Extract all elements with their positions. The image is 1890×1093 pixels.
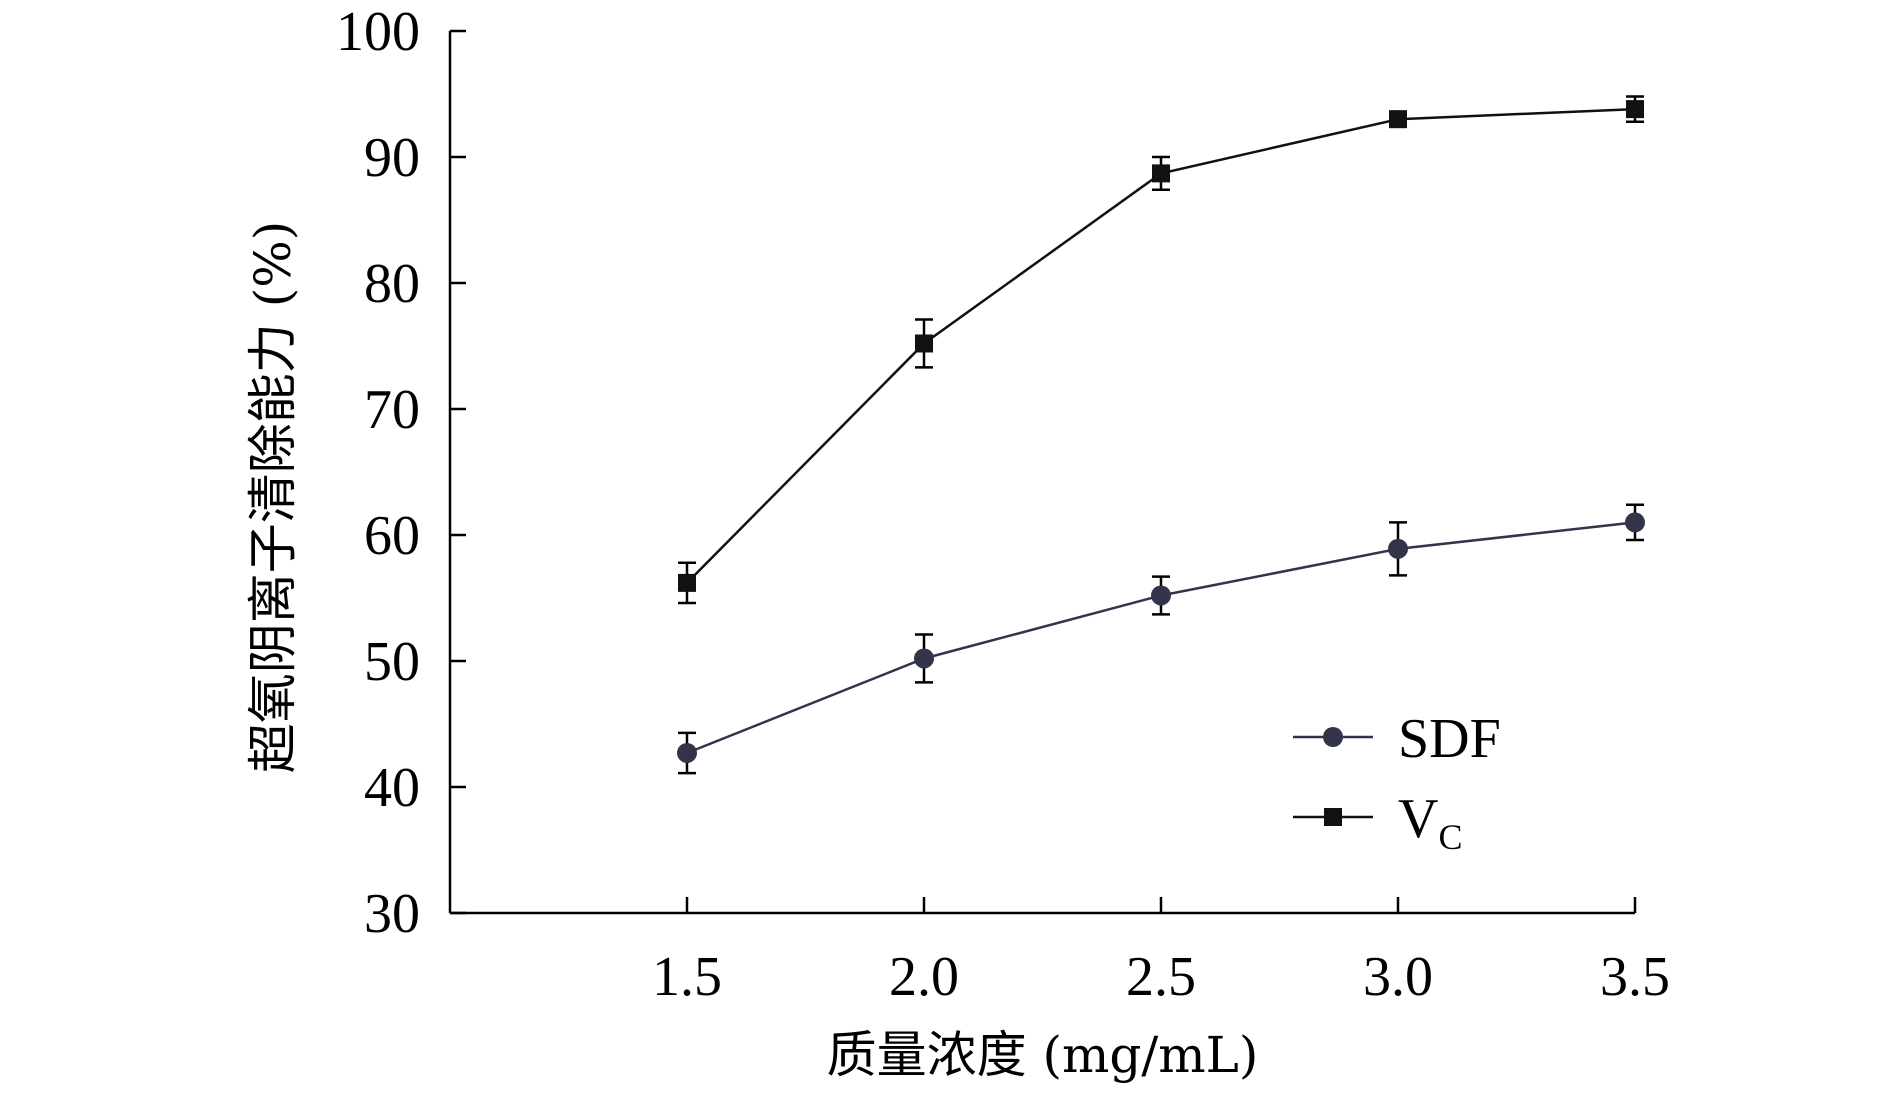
y-tick-label: 70 xyxy=(364,379,420,441)
legend-label-sdf: SDF xyxy=(1398,708,1501,770)
data-point-sdf xyxy=(1151,585,1171,606)
series-sdf xyxy=(677,503,1645,775)
y-tick-label: 30 xyxy=(364,883,420,945)
y-tick-label: 90 xyxy=(364,127,420,189)
x-tick-label: 2.5 xyxy=(1126,946,1196,1008)
legend-label-vc-sub: C xyxy=(1438,817,1462,857)
chart-legend: SDF VC xyxy=(1293,708,1501,857)
x-tick-label: 2.0 xyxy=(889,946,959,1008)
y-tick-label: 40 xyxy=(364,757,420,819)
legend-marker-sdf xyxy=(1323,727,1343,747)
data-point-sdf xyxy=(1388,538,1408,559)
legend-label-vc: VC xyxy=(1398,788,1462,857)
y-tick-label: 100 xyxy=(336,1,420,63)
chart-series-layer xyxy=(677,95,1645,775)
chart-axes xyxy=(448,31,1635,915)
y-tick-label: 50 xyxy=(364,631,420,693)
x-axis-title: 质量浓度 (mg/mL) xyxy=(827,1026,1259,1084)
x-tick-label: 3.0 xyxy=(1363,946,1433,1008)
data-point-sdf xyxy=(1625,512,1645,533)
legend-label-vc-main: V xyxy=(1398,788,1438,850)
data-point-sdf xyxy=(677,742,697,763)
y-axis-ticks: 30 40 50 60 70 80 90 100 xyxy=(336,1,466,945)
data-point-vc xyxy=(915,334,933,353)
x-axis-ticks: 1.5 2.0 2.5 3.0 3.5 xyxy=(652,897,1670,1008)
y-tick-label: 80 xyxy=(364,253,420,315)
data-point-sdf xyxy=(914,648,934,669)
series-vc xyxy=(678,95,1644,605)
data-point-vc xyxy=(1152,164,1170,183)
y-tick-label: 60 xyxy=(364,505,420,567)
data-point-vc xyxy=(1389,110,1407,129)
x-tick-label: 3.5 xyxy=(1600,946,1670,1008)
y-axis-title: 超氧阴离子清除能力 (%) xyxy=(244,221,302,773)
x-tick-label: 1.5 xyxy=(652,946,722,1008)
data-point-vc xyxy=(1626,100,1644,119)
legend-marker-vc xyxy=(1324,808,1342,826)
data-point-vc xyxy=(678,573,696,592)
